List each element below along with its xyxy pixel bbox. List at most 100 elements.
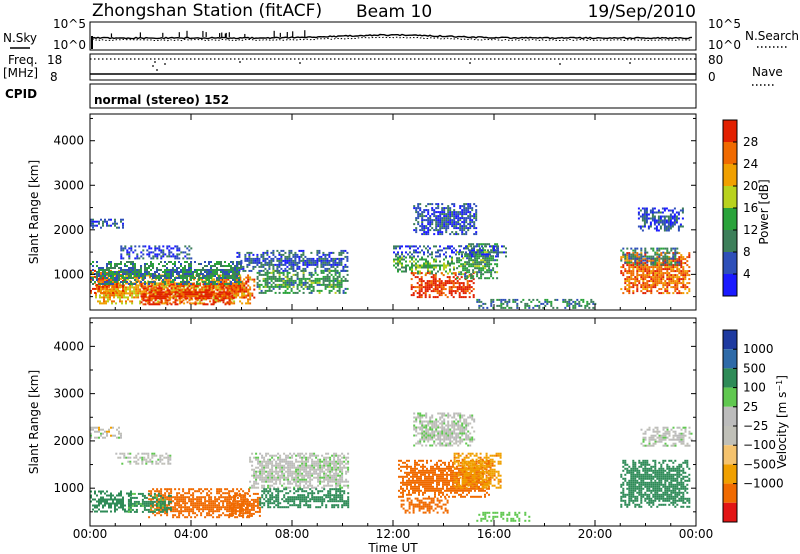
heatmap-cell bbox=[92, 261, 94, 263]
heatmap-cell bbox=[566, 300, 569, 303]
heatmap-cell bbox=[106, 285, 108, 288]
heatmap-cell bbox=[270, 275, 273, 278]
heatmap-cell bbox=[438, 286, 441, 289]
heatmap-cell bbox=[654, 259, 657, 262]
heatmap-cell bbox=[432, 278, 435, 281]
heatmap-cell bbox=[433, 209, 436, 212]
nave-point bbox=[559, 63, 561, 65]
heatmap-cell bbox=[246, 257, 249, 260]
heatmap-cell bbox=[678, 252, 681, 255]
heatmap-cell bbox=[221, 288, 224, 291]
heatmap-cell bbox=[150, 291, 153, 294]
heatmap-cell bbox=[316, 273, 319, 276]
heatmap-cell bbox=[484, 249, 487, 252]
heatmap-cell bbox=[316, 257, 319, 260]
heatmap-cell bbox=[660, 280, 663, 283]
heatmap-cell bbox=[643, 223, 646, 226]
heatmap-cell bbox=[644, 251, 647, 254]
heatmap-cell bbox=[502, 306, 505, 309]
heatmap-cell bbox=[522, 298, 525, 301]
heatmap-cell bbox=[463, 247, 465, 250]
heatmap-cell bbox=[302, 267, 305, 270]
heatmap-cell bbox=[330, 259, 333, 262]
heatmap-cell bbox=[640, 278, 643, 281]
heatmap-cell bbox=[268, 277, 271, 280]
heatmap-cell bbox=[462, 290, 465, 293]
heatmap-cell bbox=[120, 498, 122, 501]
heatmap-cell bbox=[673, 219, 676, 222]
heatmap-cell bbox=[96, 279, 98, 281]
heatmap-cell bbox=[282, 281, 285, 284]
heatmap-cell bbox=[254, 261, 257, 264]
heatmap-cell bbox=[158, 245, 161, 248]
heatmap-cell bbox=[276, 271, 279, 274]
heatmap-cell bbox=[682, 276, 685, 279]
heatmap-cell bbox=[239, 300, 242, 303]
heatmap-cell bbox=[182, 299, 185, 302]
heatmap-cell bbox=[196, 283, 198, 285]
heatmap-cell bbox=[174, 277, 176, 279]
heatmap-cell bbox=[682, 266, 685, 269]
heatmap-cell bbox=[324, 277, 327, 280]
heatmap-cell bbox=[226, 301, 229, 304]
heatmap-cell bbox=[320, 265, 323, 268]
heatmap-cell bbox=[176, 498, 179, 501]
heatmap-cell bbox=[677, 213, 680, 216]
heatmap-cell bbox=[322, 253, 325, 256]
heatmap-cell bbox=[124, 265, 126, 267]
heatmap-cell bbox=[178, 492, 181, 495]
heatmap-cell bbox=[204, 281, 206, 283]
heatmap-cell bbox=[225, 284, 228, 287]
heatmap-cell bbox=[478, 257, 481, 260]
heatmap-cell bbox=[253, 288, 256, 291]
heatmap-cell bbox=[102, 506, 104, 509]
heatmap-cell bbox=[208, 287, 211, 290]
heatmap-cell bbox=[95, 296, 97, 299]
heatmap-cell bbox=[94, 510, 96, 513]
heatmap-cell bbox=[119, 294, 121, 297]
heatmap-cell bbox=[466, 255, 469, 258]
heatmap-cell bbox=[432, 280, 435, 283]
heatmap-cell bbox=[429, 264, 431, 267]
heatmap-cell bbox=[100, 500, 102, 503]
heatmap-cell bbox=[505, 251, 507, 254]
heatmap-cell bbox=[454, 292, 457, 295]
heatmap-cell bbox=[178, 297, 181, 300]
heatmap-cell bbox=[504, 300, 507, 303]
heatmap-cell bbox=[640, 261, 643, 264]
heatmap-cell bbox=[180, 283, 183, 286]
heatmap-cell bbox=[106, 434, 108, 437]
heatmap-cell bbox=[216, 295, 219, 298]
heatmap-cell bbox=[428, 284, 431, 287]
heatmap-cell bbox=[662, 255, 665, 258]
heatmap-cell bbox=[658, 282, 661, 285]
heatmap-cell bbox=[645, 215, 648, 218]
heatmap-cell bbox=[100, 432, 102, 435]
heatmap-cell bbox=[266, 279, 269, 282]
heatmap-cell bbox=[336, 277, 339, 280]
heatmap-cell bbox=[415, 251, 417, 254]
heatmap-cell bbox=[168, 249, 171, 252]
heatmap-cell bbox=[212, 291, 215, 294]
heatmap-cell bbox=[393, 260, 395, 263]
heatmap-cell bbox=[298, 257, 301, 260]
heatmap-cell bbox=[302, 291, 305, 294]
heatmap-cell bbox=[214, 271, 216, 273]
heatmap-cell bbox=[258, 279, 261, 282]
heatmap-cell bbox=[666, 272, 669, 275]
heatmap-cell bbox=[421, 217, 424, 220]
heatmap-cell bbox=[234, 267, 236, 269]
heatmap-cell bbox=[340, 263, 343, 266]
heatmap-cell bbox=[105, 290, 107, 293]
heatmap-cell bbox=[472, 269, 475, 272]
heatmap-cell bbox=[133, 276, 136, 279]
heatmap-cell bbox=[92, 265, 94, 267]
heatmap-cell bbox=[395, 253, 397, 256]
heatmap-cell bbox=[268, 275, 271, 278]
heatmap-cell bbox=[122, 257, 125, 260]
heatmap-cell bbox=[451, 213, 454, 216]
heatmap-cell bbox=[340, 259, 343, 262]
heatmap-cell bbox=[495, 245, 497, 248]
heatmap-cell bbox=[455, 225, 458, 228]
heatmap-cell bbox=[652, 249, 655, 252]
